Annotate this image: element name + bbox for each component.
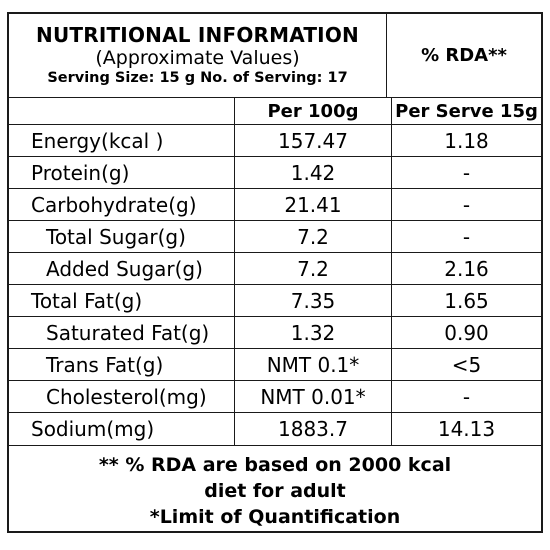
nutrient-per100: 7.35: [234, 285, 391, 316]
label-footer: ** % RDA are based on 2000 kcal diet for…: [9, 446, 541, 531]
footnote-rda-continued: diet for adult: [204, 480, 346, 502]
nutrient-row-cholesterol: Cholesterol(mg) NMT 0.01* -: [9, 381, 541, 413]
nutrient-perserve: -: [391, 381, 541, 412]
nutrition-label: NUTRITIONAL INFORMATION (Approximate Val…: [7, 12, 543, 533]
nutrient-per100: 157.47: [234, 125, 391, 156]
nutrient-row-energy: Energy(kcal ) 157.47 1.18: [9, 125, 541, 157]
nutrient-row-total-sugar: Total Sugar(g) 7.2 -: [9, 221, 541, 253]
label-header: NUTRITIONAL INFORMATION (Approximate Val…: [9, 14, 541, 98]
nutrient-perserve: 1.65: [391, 285, 541, 316]
nutrient-name: Carbohydrate(g): [31, 192, 197, 217]
nutrient-perserve: -: [391, 157, 541, 188]
nutrient-row-added-sugar: Added Sugar(g) 7.2 2.16: [9, 253, 541, 285]
nutrient-name: Total Fat(g): [31, 288, 143, 313]
nutrient-perserve: 0.90: [391, 317, 541, 348]
nutrient-row-total-fat: Total Fat(g) 7.35 1.65: [9, 285, 541, 317]
footnote-rda: ** % RDA are based on 2000 kcal: [98, 454, 452, 476]
nutrient-per100: 21.41: [234, 189, 391, 220]
rda-header-cell: % RDA**: [386, 14, 541, 97]
nutrient-name: Sodium(mg): [31, 417, 155, 441]
nutrient-per100: NMT 0.1*: [234, 349, 391, 380]
nutrient-name: Total Sugar(g): [46, 224, 186, 249]
nutrient-perserve: 14.13: [391, 413, 541, 445]
nutrient-name: Added Sugar(g): [46, 256, 203, 281]
column-header-per100: Per 100g: [234, 98, 391, 124]
nutrient-perserve: -: [391, 221, 541, 252]
nutrient-row-sodium: Sodium(mg) 1883.7 14.13: [9, 413, 541, 446]
serving-info: Serving Size: 15 g No. of Serving: 17: [47, 70, 348, 86]
nutrient-per100: 1.32: [234, 317, 391, 348]
nutrient-perserve: 2.16: [391, 253, 541, 284]
nutrient-name: Protein(g): [31, 160, 130, 185]
nutrient-name: Cholesterol(mg): [46, 384, 207, 409]
column-header-empty: [9, 98, 234, 124]
nutrient-perserve: <5: [391, 349, 541, 380]
nutrient-row-carbohydrate: Carbohydrate(g) 21.41 -: [9, 189, 541, 221]
nutrient-row-trans-fat: Trans Fat(g) NMT 0.1* <5: [9, 349, 541, 381]
nutrient-perserve: 1.18: [391, 125, 541, 156]
nutrient-name: Saturated Fat(g): [46, 320, 210, 345]
nutrient-row-saturated-fat: Saturated Fat(g) 1.32 0.90: [9, 317, 541, 349]
column-header-perserve: Per Serve 15g: [391, 98, 541, 124]
header-info: NUTRITIONAL INFORMATION (Approximate Val…: [9, 14, 386, 97]
nutrient-name: Trans Fat(g): [46, 352, 164, 377]
nutrient-per100: 1.42: [234, 157, 391, 188]
footnote-quantification: *Limit of Quantification: [149, 506, 401, 528]
nutrient-per100: 1883.7: [234, 413, 391, 445]
nutrient-row-protein: Protein(g) 1.42 -: [9, 157, 541, 189]
nutrient-per100: NMT 0.01*: [234, 381, 391, 412]
nutrient-name: Energy(kcal ): [31, 128, 164, 153]
nutrient-per100: 7.2: [234, 253, 391, 284]
column-header-row: Per 100g Per Serve 15g: [9, 98, 541, 125]
label-title: NUTRITIONAL INFORMATION: [36, 23, 359, 47]
nutrient-per100: 7.2: [234, 221, 391, 252]
nutrient-perserve: -: [391, 189, 541, 220]
label-subtitle: (Approximate Values): [95, 47, 300, 69]
rda-header: % RDA**: [421, 45, 507, 66]
